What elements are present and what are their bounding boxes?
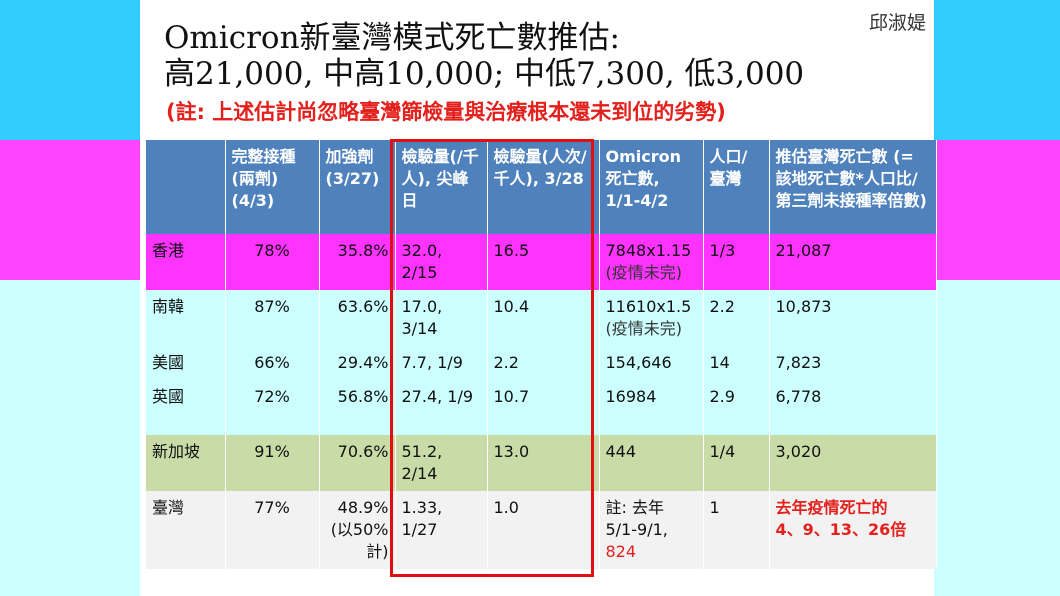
header-test-peak: 檢驗量(/千人), 尖峰日 [395, 140, 488, 234]
cell-test-0328: 10.7 [487, 380, 600, 435]
cell-deaths: 444 [599, 435, 704, 491]
deaths-value: 11610x1.5 [605, 297, 692, 316]
cell-vaccination: 66% [225, 346, 320, 380]
row-name: 新加坡 [146, 435, 226, 491]
cell-vaccination: 77% [225, 491, 320, 569]
note-text: (註: 上述估計尚忽略臺灣篩檢量與治療根本還未到位的劣勢) [166, 100, 726, 124]
row-name: 臺灣 [146, 491, 226, 569]
cell-booster: 48.9% (以50%計) [319, 491, 396, 569]
title-line-1: Omicron新臺灣模式死亡數推估: [164, 20, 620, 56]
title-line-2: 高21,000, 中高10,000; 中低7,300, 低3,000 [164, 56, 805, 92]
cell-booster: 56.8% [319, 380, 396, 435]
header-deaths: Omicron死亡數, 1/1-4/2 [599, 140, 704, 234]
cell-population: 2.2 [703, 290, 770, 346]
table-row-uk: 英國 72% 56.8% 27.4, 1/9 10.7 16984 2.9 6,… [146, 380, 937, 435]
table-row-korea: 南韓 87% 63.6% 17.0, 3/14 10.4 11610x1.5 (疫… [146, 290, 937, 346]
author-name: 邱淑媞 [868, 12, 926, 34]
cell-test-peak: 17.0, 3/14 [395, 290, 488, 346]
cell-test-peak: 51.2, 2/14 [395, 435, 488, 491]
deaths-value: 7848x1.15 [605, 241, 692, 260]
cell-estimate: 去年疫情死亡的 4、9、13、26倍 [769, 491, 937, 569]
cell-estimate: 21,087 [769, 234, 937, 290]
slide: 邱淑媞 Omicron新臺灣模式死亡數推估: 高21,000, 中高10,000… [140, 0, 937, 596]
header-empty [146, 140, 226, 234]
cell-booster: 29.4% [319, 346, 396, 380]
estimate-line-1: 去年疫情死亡的 [775, 498, 888, 517]
cell-test-0328: 10.4 [487, 290, 600, 346]
header-test-0328: 檢驗量(人次/千人), 3/28 [487, 140, 600, 234]
row-name: 南韓 [146, 290, 226, 346]
cell-population: 1 [703, 491, 770, 569]
header-row: 完整接種(兩劑)(4/3) 加強劑 (3/27) 檢驗量(/千人), 尖峰日 檢… [146, 140, 937, 234]
cell-estimate: 10,873 [769, 290, 937, 346]
slide-title: Omicron新臺灣模式死亡數推估: 高21,000, 中高10,000; 中低… [164, 20, 804, 92]
table-row-singapore: 新加坡 91% 70.6% 51.2, 2/14 13.0 444 1/4 3,… [146, 435, 937, 491]
cell-booster: 35.8% [319, 234, 396, 290]
deaths-sub: (疫情未完) [605, 263, 683, 282]
deaths-red-value: 824 [605, 542, 637, 561]
row-name: 美國 [146, 346, 226, 380]
cell-estimate: 7,823 [769, 346, 937, 380]
cell-deaths: 11610x1.5 (疫情未完) [599, 290, 704, 346]
cell-estimate: 6,778 [769, 380, 937, 435]
cell-test-peak: 7.7, 1/9 [395, 346, 488, 380]
cell-deaths: 7848x1.15 (疫情未完) [599, 234, 704, 290]
header-booster: 加強劑 (3/27) [319, 140, 396, 234]
cell-booster: 63.6% [319, 290, 396, 346]
cell-test-peak: 32.0, 2/15 [395, 234, 488, 290]
cell-deaths: 註: 去年 5/1-9/1, 824 [599, 491, 704, 569]
row-name: 英國 [146, 380, 226, 435]
header-population: 人口/臺灣 [703, 140, 770, 234]
cell-vaccination: 72% [225, 380, 320, 435]
header-vaccination: 完整接種(兩劑)(4/3) [225, 140, 320, 234]
cell-vaccination: 87% [225, 290, 320, 346]
cell-estimate: 3,020 [769, 435, 937, 491]
cell-vaccination: 91% [225, 435, 320, 491]
cell-test-peak: 1.33, 1/27 [395, 491, 488, 569]
row-name: 香港 [146, 234, 226, 290]
cell-population: 2.9 [703, 380, 770, 435]
cell-test-0328: 16.5 [487, 234, 600, 290]
deaths-value: 註: 去年 5/1-9/1, [605, 498, 668, 539]
header-estimate: 推估臺灣死亡數 (=該地死亡數*人口比/第三劑未接種率倍數) [769, 140, 937, 234]
cell-test-0328: 13.0 [487, 435, 600, 491]
table-row-taiwan: 臺灣 77% 48.9% (以50%計) 1.33, 1/27 1.0 註: 去… [146, 491, 937, 569]
table-row-hongkong: 香港 78% 35.8% 32.0, 2/15 16.5 7848x1.15 (疫… [146, 234, 937, 290]
cell-vaccination: 78% [225, 234, 320, 290]
cell-test-0328: 1.0 [487, 491, 600, 569]
highlight-box-testing-columns [390, 139, 594, 577]
cell-deaths: 16984 [599, 380, 704, 435]
cell-population: 14 [703, 346, 770, 380]
cell-population: 1/4 [703, 435, 770, 491]
estimate-table: 完整接種(兩劑)(4/3) 加強劑 (3/27) 檢驗量(/千人), 尖峰日 檢… [146, 140, 937, 569]
deaths-sub: (疫情未完) [605, 319, 683, 338]
cell-population: 1/3 [703, 234, 770, 290]
cell-test-peak: 27.4, 1/9 [395, 380, 488, 435]
table-row-usa: 美國 66% 29.4% 7.7, 1/9 2.2 154,646 14 7,8… [146, 346, 937, 380]
estimate-line-2: 4、9、13、26倍 [775, 520, 907, 539]
cell-deaths: 154,646 [599, 346, 704, 380]
cell-booster: 70.6% [319, 435, 396, 491]
cell-test-0328: 2.2 [487, 346, 600, 380]
